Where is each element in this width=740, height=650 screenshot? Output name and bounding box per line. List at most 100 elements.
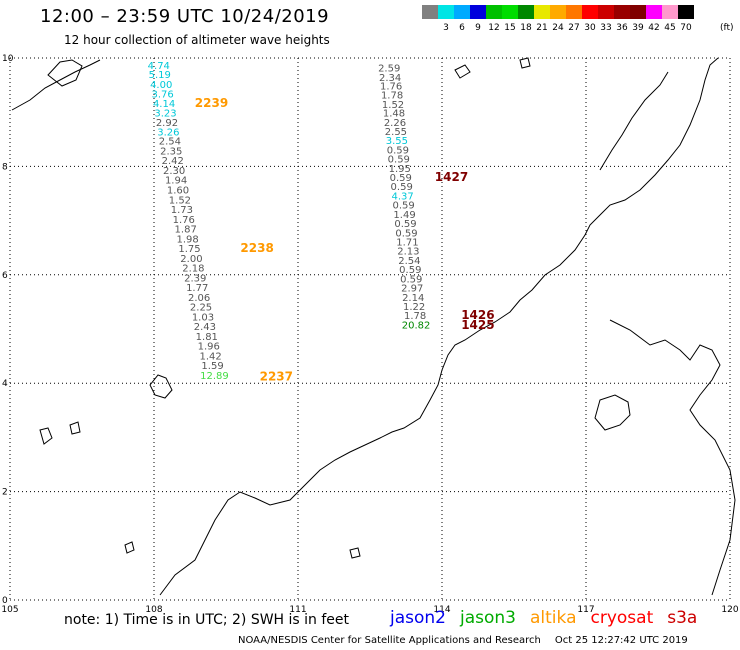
- pass-number-label: 1425: [461, 318, 494, 332]
- scale-label: 27: [568, 23, 580, 33]
- scale-label: 70: [680, 23, 692, 33]
- scale-label: 6: [459, 23, 465, 33]
- wave-height-value: 2.00: [180, 254, 202, 265]
- wave-height-value: 0.59: [390, 173, 412, 184]
- scale-swatch: [534, 5, 550, 19]
- scale-label: 30: [584, 23, 596, 33]
- scale-label: 21: [536, 23, 548, 33]
- scale-label: 18: [520, 23, 532, 33]
- footer-credit: NOAA/NESDIS Center for Satellite Applica…: [238, 635, 688, 646]
- wave-height-value: 0.59: [399, 265, 421, 276]
- scale-swatch: [438, 5, 454, 19]
- wave-height-value: 4.14: [153, 99, 175, 110]
- wave-height-value: 2.97: [401, 284, 423, 295]
- wave-height-value: 1.60: [167, 186, 189, 197]
- scale-step: 12: [486, 5, 502, 33]
- page-title: 12:00 – 23:59 UTC 10/24/2019: [40, 6, 330, 27]
- wave-height-value: 0.59: [400, 274, 422, 285]
- wave-height-value: 2.25: [190, 303, 212, 314]
- wave-height-value: 3.55: [386, 136, 408, 147]
- wave-height-value: 1.73: [171, 205, 193, 216]
- pass-number-label: 2237: [260, 369, 293, 383]
- scale-step: 3: [438, 5, 454, 33]
- mission-jason3: jason3: [460, 608, 516, 628]
- axis-tick-labels: 105 108 111 114 117 120 0 2 4 6 8 10: [1, 54, 738, 615]
- wave-height-value: 1.75: [178, 244, 200, 255]
- wave-height-value: 1.77: [186, 283, 208, 294]
- lon-tick-label: 108: [145, 605, 162, 615]
- page-subtitle: 12 hour collection of altimeter wave hei…: [64, 33, 330, 47]
- wave-height-value: 12.89: [200, 371, 229, 382]
- track-altika-2239: 4.745.194.003.764.143.232.923.262.542.35…: [148, 61, 229, 382]
- scale-label: 24: [552, 23, 564, 33]
- wave-height-value: 2.34: [379, 73, 401, 84]
- scale-step: 70: [678, 5, 694, 33]
- wave-height-value: 1.48: [383, 109, 405, 120]
- wave-height-value: 1.03: [192, 312, 214, 323]
- scale-step: [422, 5, 438, 33]
- wave-height-value: 1.52: [382, 100, 404, 111]
- lon-tick-label: 117: [577, 605, 594, 615]
- wave-height-value: 2.59: [378, 64, 400, 75]
- scale-swatch: [598, 5, 614, 19]
- wave-height-value: 1.98: [176, 234, 198, 245]
- wave-height-value: 2.55: [385, 127, 407, 138]
- wave-height-value: 2.54: [398, 256, 420, 267]
- scale-swatch: [486, 5, 502, 19]
- scale-step: 39: [630, 5, 646, 33]
- scale-label: 3: [443, 23, 449, 33]
- wave-height-value: 2.26: [384, 118, 406, 129]
- lon-tick-label: 111: [289, 605, 306, 615]
- scale-step: 45: [662, 5, 678, 33]
- footer-note: note: 1) Time is in UTC; 2) SWH is in fe…: [64, 612, 350, 628]
- scale-step: 21: [534, 5, 550, 33]
- scale-step: 33: [598, 5, 614, 33]
- pass-number-label: 1427: [435, 170, 468, 184]
- wave-height-value: 0.59: [395, 228, 417, 239]
- credit-org: NOAA/NESDIS Center for Satellite Applica…: [238, 635, 541, 646]
- lon-tick-label: 105: [1, 605, 18, 615]
- lat-lon-grid: [9, 57, 731, 601]
- scale-label: 12: [488, 23, 500, 33]
- lat-tick-label: 8: [2, 162, 8, 172]
- wave-height-value: 1.71: [396, 238, 418, 249]
- wave-height-value: 0.59: [392, 201, 414, 212]
- wave-height-value: 1.49: [393, 210, 415, 221]
- scale-step: 6: [454, 5, 470, 33]
- wave-height-value: 2.42: [162, 156, 184, 167]
- scale-step: 18: [518, 5, 534, 33]
- wave-height-value: 1.59: [201, 361, 223, 372]
- scale-label: 9: [475, 23, 481, 33]
- wave-height-value: 2.54: [159, 137, 181, 148]
- wave-height-value: 2.43: [194, 322, 216, 333]
- wave-height-value: 1.94: [165, 176, 187, 187]
- track-cryosat-1427: 2.592.341.761.781.521.482.262.553.550.59…: [378, 64, 430, 332]
- lat-tick-label: 4: [2, 379, 8, 389]
- wave-height-value: 0.59: [391, 182, 413, 193]
- scale-label: 33: [600, 23, 612, 33]
- scale-label: 42: [648, 23, 660, 33]
- wave-height-value: 0.59: [387, 145, 409, 156]
- scale-step: 15: [502, 5, 518, 33]
- wave-height-value: 5.19: [149, 70, 171, 81]
- lat-tick-label: 0: [2, 596, 8, 606]
- scale-swatch: [566, 5, 582, 19]
- wave-height-value: 2.92: [156, 118, 178, 129]
- scale-swatch: [582, 5, 598, 19]
- wave-height-value: 0.59: [394, 219, 416, 230]
- scale-swatch: [550, 5, 566, 19]
- scale-swatch: [422, 5, 438, 19]
- mission-jason2: jason2: [390, 608, 446, 628]
- pass-number-label: 2238: [240, 241, 273, 255]
- wave-height-value: 1.76: [380, 81, 402, 92]
- scale-step: 36: [614, 5, 630, 33]
- mission-s3a: s3a: [667, 608, 698, 628]
- scale-swatch: [470, 5, 486, 19]
- wave-height-value: 4.37: [392, 191, 414, 202]
- wave-height-value: 1.87: [175, 225, 197, 236]
- scale-label: 15: [504, 23, 516, 33]
- mission-cryosat: cryosat: [590, 608, 654, 628]
- wave-height-value: 1.96: [198, 342, 220, 353]
